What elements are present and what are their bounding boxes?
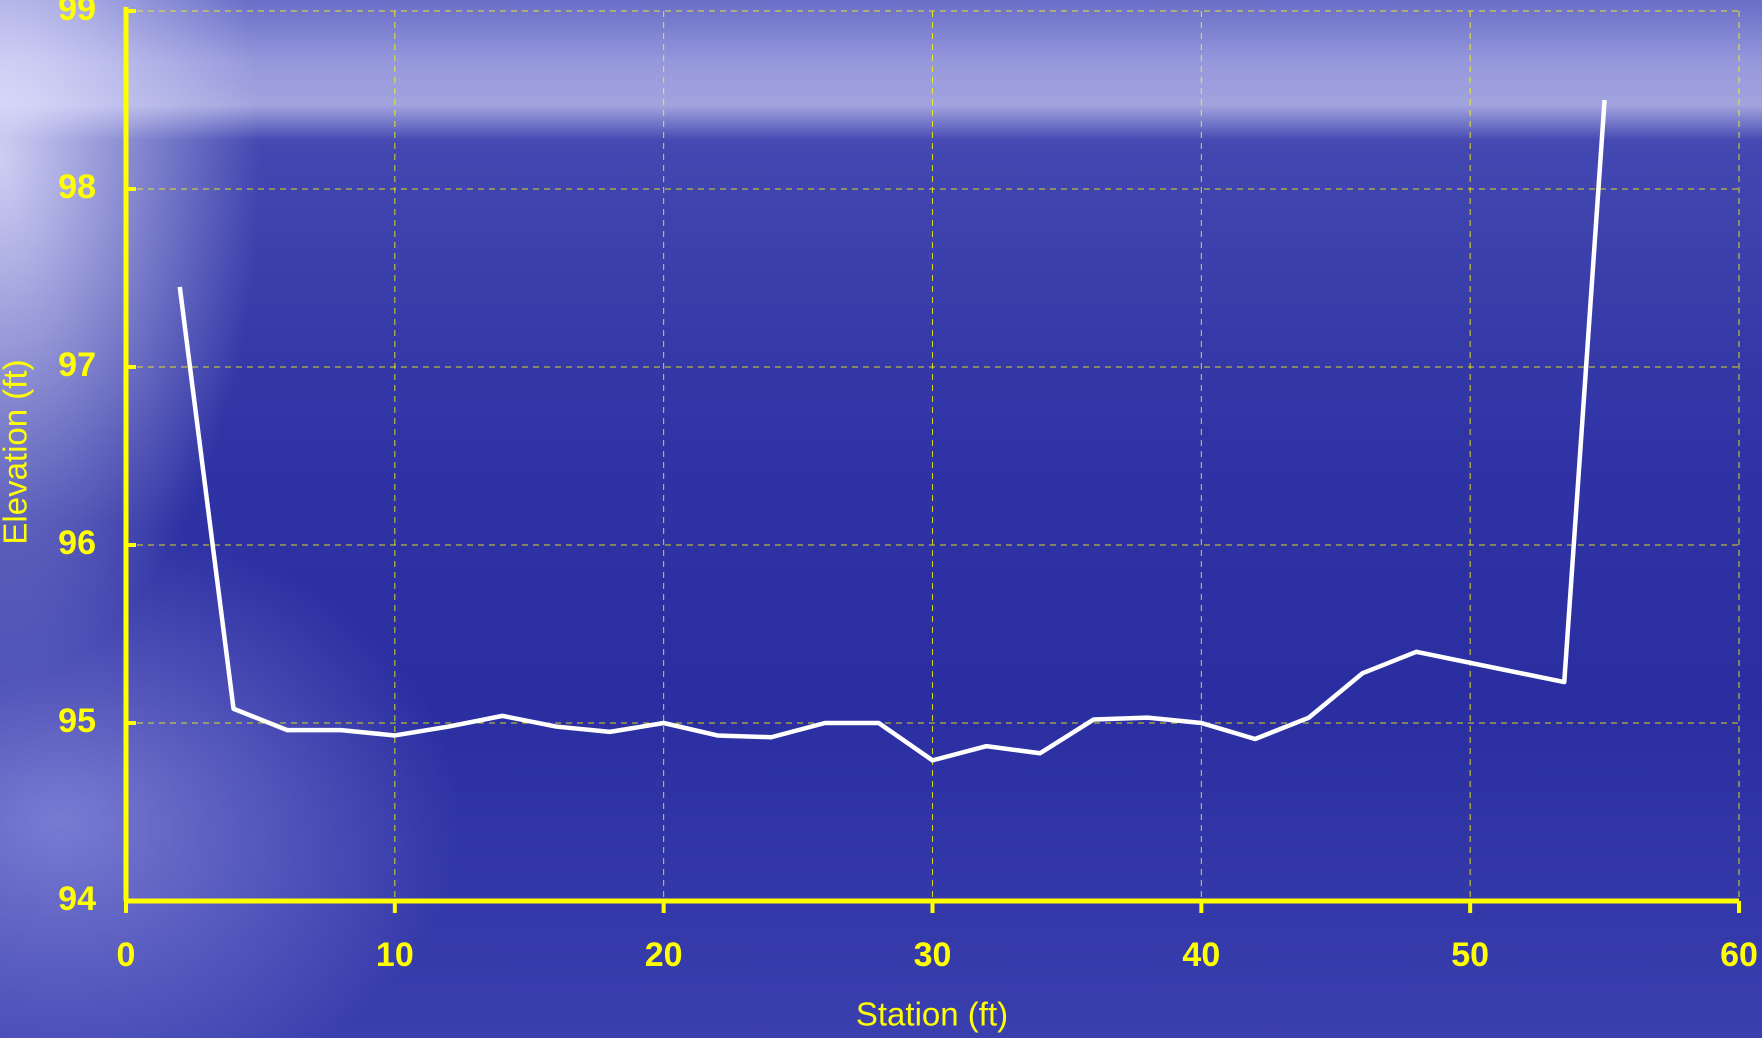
y-axis-title: Elevation (ft)	[0, 359, 34, 544]
data-line	[180, 100, 1605, 760]
x-axis-title: Station (ft)	[856, 996, 1008, 1033]
chart: Station (ft) Elevation (ft) 94 95 96 97 98 99…	[0, 0, 1762, 1038]
y-tick-label: 95	[58, 702, 96, 740]
y-tick-label: 98	[58, 168, 96, 206]
x-tick-label: 50	[1451, 936, 1489, 974]
x-tick-label: 20	[645, 936, 683, 974]
x-tick-label: 40	[1182, 936, 1220, 974]
x-tick-label: 0	[117, 936, 136, 974]
y-tick-label: 99	[58, 0, 96, 28]
x-tick-label: 30	[914, 936, 952, 974]
y-tick-label: 96	[58, 524, 96, 562]
y-tick-label: 97	[58, 346, 96, 384]
x-tick-label: 60	[1720, 936, 1758, 974]
y-tick-label: 94	[58, 880, 96, 918]
x-tick-label: 10	[376, 936, 414, 974]
page: {"chart_data": {"type": "line", "x_label…	[0, 0, 1762, 1038]
